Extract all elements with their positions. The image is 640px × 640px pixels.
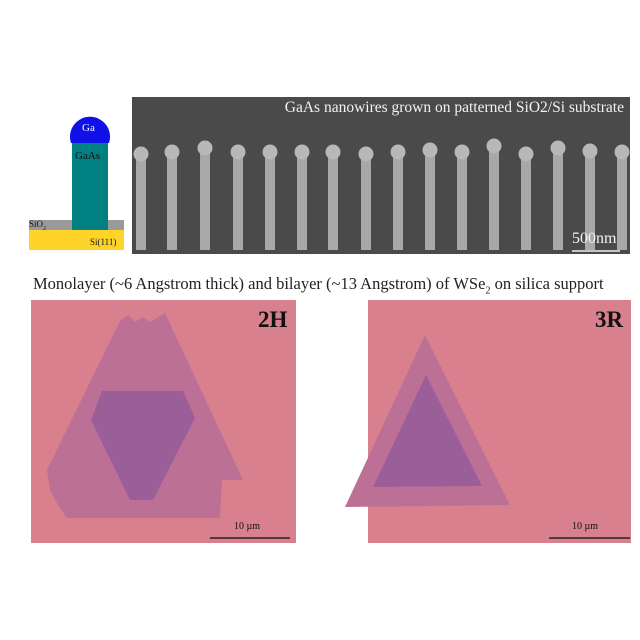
bilayer-2h <box>91 391 195 500</box>
nanowire <box>489 146 499 250</box>
nanowire <box>393 152 403 250</box>
scale-text-3r: 10 µm <box>572 521 599 532</box>
nanowire <box>425 150 435 250</box>
sem-title: GaAs nanowires grown on patterned SiO2/S… <box>284 99 624 116</box>
nanowire <box>200 148 210 250</box>
sio2-label: SiO2 <box>29 219 46 232</box>
nanowire <box>167 152 177 250</box>
caption-text: Monolayer (~6 Angstrom thick) and bilaye… <box>33 274 486 293</box>
nanowire-tip <box>486 138 502 154</box>
sem-scale-text: 500nm <box>572 230 617 247</box>
nanowire-tip <box>550 140 566 156</box>
nanowire-tip <box>422 142 438 158</box>
nanowire <box>297 152 307 250</box>
panel-label-2h: 2H <box>258 307 288 332</box>
nanowire-tip <box>294 144 310 160</box>
caption-subscript: 2 <box>485 285 491 297</box>
nanowire-tip <box>325 144 341 160</box>
nanowire <box>136 154 146 250</box>
ga-label: Ga <box>82 122 95 134</box>
ga-droplet <box>70 116 110 143</box>
nanowire-tip <box>518 146 534 162</box>
nanowire-tip <box>582 143 598 159</box>
nanowire-tip <box>262 144 278 160</box>
nanowire-tip <box>390 144 406 160</box>
nanowire <box>521 154 531 250</box>
nanowire <box>585 151 595 250</box>
gaas-label: GaAs <box>75 150 101 162</box>
sem-image <box>132 97 630 254</box>
nanowire-tip <box>614 144 630 160</box>
nanowire <box>233 152 243 250</box>
nanowire <box>328 152 338 250</box>
nanowire-tip <box>454 144 470 160</box>
sio2-text: SiO <box>29 219 44 229</box>
nanowire-tip <box>197 140 213 156</box>
nanowire <box>265 152 275 250</box>
caption: Monolayer (~6 Angstrom thick) and bilaye… <box>33 274 604 296</box>
nanowire <box>361 154 371 250</box>
si-label: Si(111) <box>90 237 117 247</box>
caption-text-end: on silica support <box>490 274 604 293</box>
nanowire <box>617 152 627 250</box>
nanowire-tip <box>133 146 149 162</box>
nanowire-tip <box>358 146 374 162</box>
si-substrate <box>29 230 124 250</box>
scale-text-2h: 10 µm <box>234 521 261 532</box>
nanowire-tip <box>164 144 180 160</box>
nanowire-tip <box>230 144 246 160</box>
nanowire <box>553 148 563 250</box>
panel-label-3r: 3R <box>595 307 624 332</box>
nanowire <box>457 152 467 250</box>
sio2-subscript: 2 <box>43 225 47 232</box>
nanowire-array <box>133 138 630 250</box>
gaas-wire <box>72 143 108 230</box>
bilayer-3r <box>373 375 482 487</box>
